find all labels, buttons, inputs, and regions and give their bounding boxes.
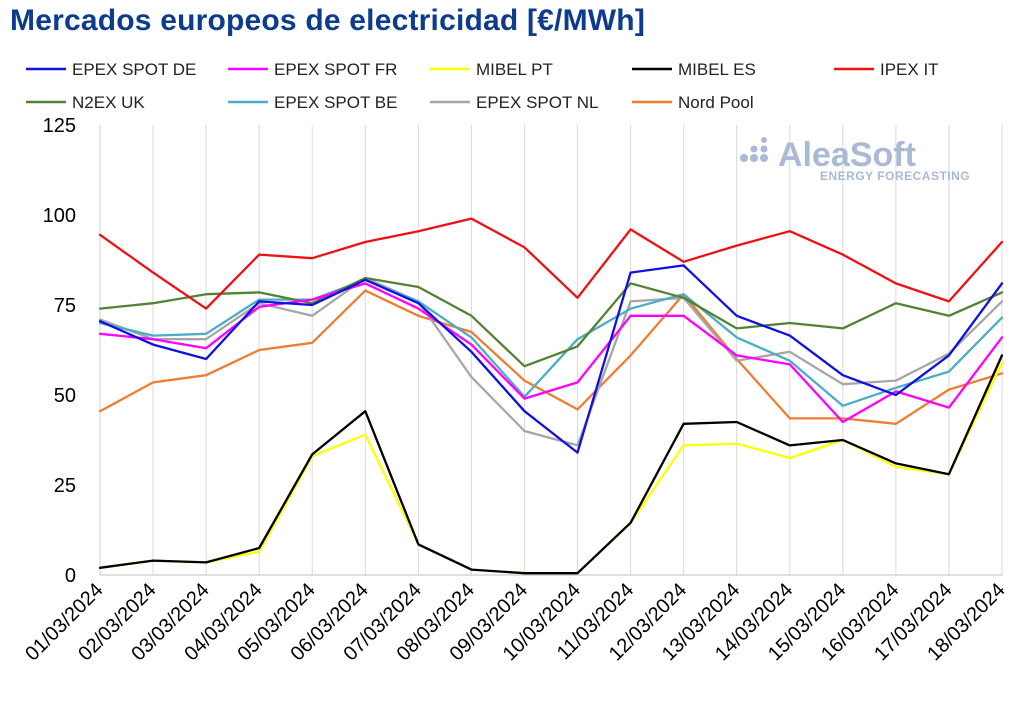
series-line-epex-spot-be xyxy=(98,278,1004,407)
y-tick-labels: 0 25 50 75 100 125 xyxy=(43,115,76,587)
x-tick-labels: 01/03/202402/03/202403/03/202404/03/2024… xyxy=(21,579,1009,665)
grid-lines xyxy=(99,125,1003,575)
series-line-epex-spot-nl xyxy=(98,276,1004,447)
aleasoft-logo-icon xyxy=(740,137,768,162)
legend: EPEX SPOT DE EPEX SPOT FR MIBEL PT MIBEL ES… xyxy=(26,60,939,112)
legend-label-ipex-it: IPEX IT xyxy=(880,60,939,79)
aleasoft-watermark: AleaSoft ENERGY FORECASTING xyxy=(740,136,970,183)
y-tick-125: 125 xyxy=(43,115,76,137)
legend-label-epex-spot-nl: EPEX SPOT NL xyxy=(476,93,599,112)
legend-label-mibel-es: MIBEL ES xyxy=(678,60,756,79)
legend-label-mibel-pt: MIBEL PT xyxy=(476,60,553,79)
legend-label-epex-spot-de: EPEX SPOT DE xyxy=(72,60,196,79)
y-tick-50: 50 xyxy=(54,385,76,407)
series-line-ipex-it xyxy=(98,217,1004,310)
series-line-mibel-es xyxy=(98,354,1004,575)
axes xyxy=(99,125,1002,576)
watermark-name: AleaSoft xyxy=(778,136,916,174)
logo-dot-1 xyxy=(750,154,758,162)
y-tick-100: 100 xyxy=(43,205,76,227)
y-tick-0: 0 xyxy=(65,565,76,587)
series-line-epex-spot-fr xyxy=(98,282,1004,424)
watermark-tagline: ENERGY FORECASTING xyxy=(820,169,970,183)
legend-label-epex-spot-fr: EPEX SPOT FR xyxy=(274,60,397,79)
logo-dot-2 xyxy=(760,154,768,162)
legend-label-nord-pool: Nord Pool xyxy=(678,93,754,112)
legend-label-n2ex-uk: N2EX UK xyxy=(72,93,145,112)
series-line-nord-pool xyxy=(98,289,1004,425)
logo-dot-4 xyxy=(760,145,768,153)
logo-dot-5 xyxy=(761,137,767,143)
series-line-n2ex-uk xyxy=(98,276,1004,368)
chart-title: Mercados europeos de electricidad [€/MWh… xyxy=(10,4,646,37)
logo-dot-0 xyxy=(740,154,748,162)
y-tick-75: 75 xyxy=(54,295,76,317)
logo-dot-3 xyxy=(750,145,758,153)
legend-label-epex-spot-be: EPEX SPOT BE xyxy=(274,93,397,112)
series-line-epex-spot-de xyxy=(98,264,1004,454)
series-lines xyxy=(98,217,1004,575)
y-tick-25: 25 xyxy=(54,475,76,497)
